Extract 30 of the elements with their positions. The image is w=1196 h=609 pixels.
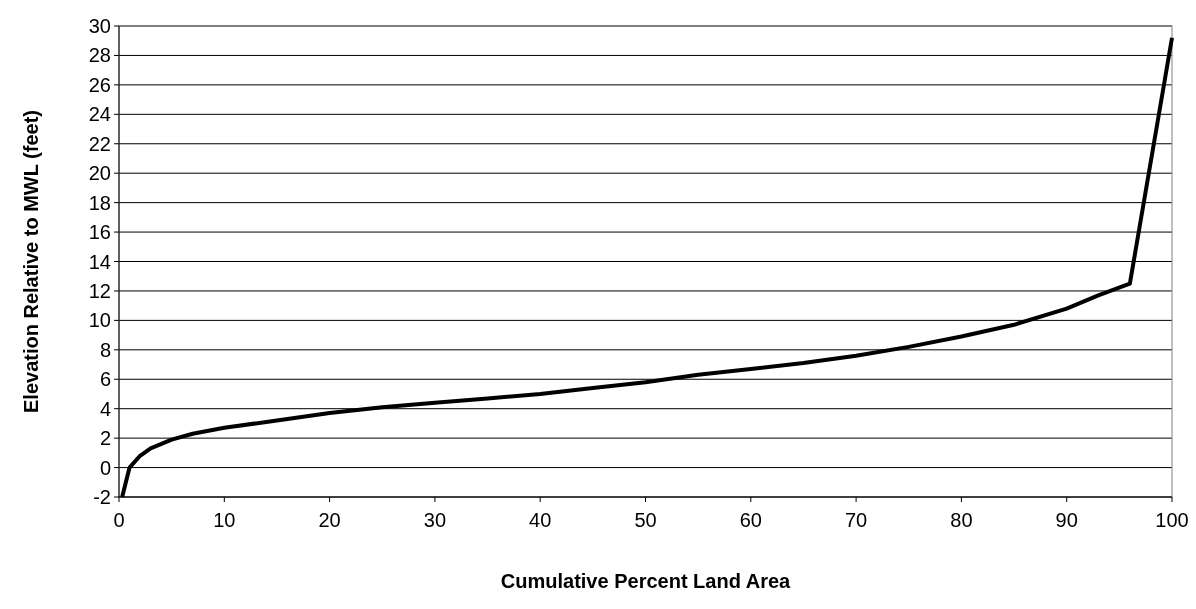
- y-tick-label: 6: [99, 368, 111, 391]
- x-tick-label: 90: [1055, 509, 1078, 531]
- y-tick-label: 20: [88, 162, 111, 185]
- y-tick-label: 2: [99, 427, 111, 450]
- y-tick-label: 18: [88, 191, 111, 214]
- y-tick-label: 16: [88, 221, 111, 244]
- x-tick-label: 40: [529, 509, 552, 531]
- y-tick-label: 0: [99, 456, 111, 479]
- x-tick-label: 10: [213, 509, 236, 531]
- x-tick-label: 20: [318, 509, 341, 531]
- x-tick-label: 100: [1155, 509, 1189, 531]
- x-tick-label: 60: [739, 509, 762, 531]
- y-tick-label: 22: [88, 132, 111, 155]
- x-axis-title: Cumulative Percent Land Area: [500, 570, 792, 592]
- y-tick-label: 8: [99, 338, 111, 361]
- y-tick-label: 30: [88, 15, 111, 37]
- x-tick-label: 80: [950, 509, 973, 531]
- y-axis-title: Elevation Relative to MWL (feet): [20, 109, 42, 414]
- x-tick-label: 70: [844, 509, 868, 531]
- y-tick-label: 10: [88, 309, 111, 332]
- x-tick-label: 0: [113, 509, 125, 531]
- x-tick-label: 50: [634, 509, 657, 531]
- y-tick-label: 4: [99, 397, 111, 420]
- y-tick-label: 26: [88, 73, 111, 96]
- y-tick-label: 14: [88, 250, 111, 273]
- x-tick-label: 30: [423, 509, 447, 531]
- y-tick-label: 24: [88, 103, 111, 126]
- y-tick-label: 12: [88, 279, 111, 302]
- y-tick-label: 28: [88, 44, 111, 67]
- y-tick-label: -2: [93, 486, 111, 508]
